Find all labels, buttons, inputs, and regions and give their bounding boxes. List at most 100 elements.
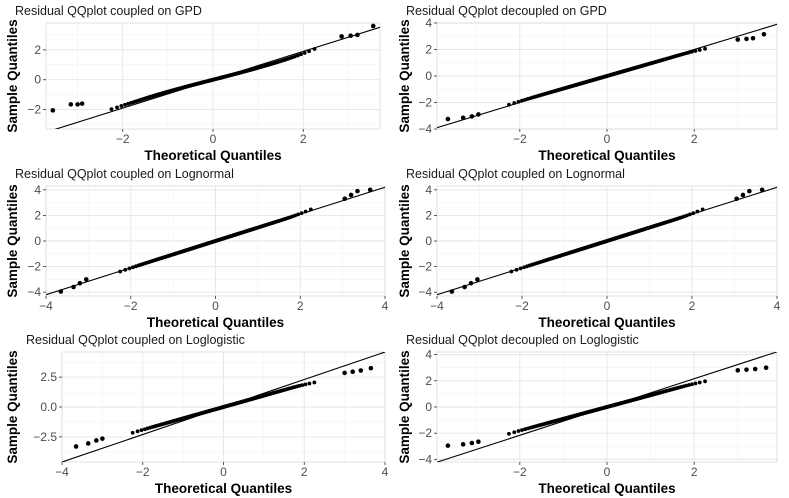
qq-point — [703, 379, 707, 384]
x-tick-label: 0 — [212, 299, 219, 313]
qq-point — [127, 266, 132, 271]
qq-tail-point — [469, 114, 475, 119]
y-tick-label: −2 — [418, 96, 432, 110]
x-tick-label: −2 — [116, 132, 130, 146]
qq-tail-point — [475, 277, 480, 282]
x-tick-label: −4 — [39, 299, 53, 313]
qq-point — [687, 50, 691, 55]
y-tick-label: 4 — [425, 183, 432, 197]
qq-point — [690, 49, 694, 54]
panel-title: Residual QQplot decoupled on GPD — [406, 4, 607, 18]
qq-point — [695, 209, 700, 214]
qq-tail-point — [468, 280, 474, 286]
x-axis-title: Theoretical Quantiles — [144, 148, 281, 163]
qq-point — [700, 207, 705, 212]
qq-tail-point — [735, 37, 741, 42]
qq-point — [687, 383, 691, 387]
qq-point — [512, 101, 517, 105]
qq-tail-point — [370, 23, 376, 29]
panel-title: Residual QQplot decoupled on Loglogistic — [406, 333, 639, 347]
qq-tail-point — [100, 436, 105, 441]
qq-tail-point — [476, 439, 481, 445]
qq-tail-point — [71, 284, 76, 290]
x-tick-label: 2 — [300, 132, 307, 146]
qq-tail-point — [750, 35, 756, 41]
y-tick-label: −2 — [27, 260, 41, 274]
qq-point — [690, 382, 694, 387]
x-axis-title: Theoretical Quantiles — [538, 481, 675, 496]
x-tick-label: 0 — [604, 132, 611, 146]
qq-tail-point — [735, 368, 741, 373]
qq-point — [687, 212, 692, 217]
qq-point — [299, 52, 303, 57]
x-tick-label: −4 — [55, 465, 69, 479]
y-tick-label: 4 — [425, 348, 432, 362]
qq-tail-point — [469, 440, 475, 446]
x-axis-title: Theoretical Quantiles — [155, 481, 292, 496]
qq-point — [293, 213, 298, 218]
qq-point — [308, 207, 313, 212]
qq-point — [139, 428, 144, 433]
qq-tail-point — [85, 441, 91, 446]
y-tick-label: −4 — [418, 122, 432, 136]
qq-point — [518, 266, 523, 271]
qq-point — [691, 211, 696, 216]
qq-point — [514, 267, 519, 272]
y-axis-title: Sample Quantiles — [5, 19, 20, 132]
qq-panel-5: −4 −2 0 2 4 −2.5 0.0 2.5 Residual QQplot coupled… — [5, 333, 389, 496]
x-tick-label: 0 — [604, 465, 611, 479]
qq-tail-point — [350, 369, 356, 375]
x-tick-label: 0 — [210, 132, 217, 146]
panel-title: Residual QQplot coupled on Lognormal — [406, 167, 625, 181]
qq-tail-point — [79, 101, 85, 106]
qq-point — [697, 48, 702, 52]
qq-tail-point — [348, 192, 354, 198]
y-tick-label: 2 — [425, 208, 432, 222]
x-tick-label: 4 — [774, 299, 781, 313]
qq-tail-point — [460, 442, 466, 447]
qq-point — [135, 429, 140, 434]
x-tick-label: −2 — [136, 465, 150, 479]
qq-tail-point — [449, 289, 455, 294]
x-tick-label: −4 — [430, 299, 444, 313]
qq-point — [507, 431, 511, 436]
qq-point — [303, 382, 308, 387]
x-tick-label: 0 — [220, 465, 227, 479]
panel-title: Residual QQplot coupled on Loglogistic — [26, 333, 245, 347]
qq-point — [509, 269, 514, 274]
x-tick-label: 2 — [297, 299, 304, 313]
qq-tail-point — [355, 188, 360, 194]
x-tick-label: 2 — [691, 132, 698, 146]
qq-tail-point — [445, 443, 451, 448]
qq-tail-point — [342, 370, 347, 376]
y-tick-label: 4 — [34, 183, 41, 197]
y-tick-label: −2 — [418, 260, 432, 274]
qq-point — [109, 107, 114, 112]
qq-point — [522, 265, 527, 270]
qq-point — [307, 381, 312, 386]
qq-tail-point — [476, 112, 481, 117]
qq-tail-point — [355, 32, 360, 38]
qq-point — [296, 212, 301, 217]
y-tick-label: −4 — [418, 285, 432, 299]
y-axis-title: Sample Quantiles — [5, 184, 20, 297]
qq-tail-point — [73, 444, 79, 449]
x-tick-label: −2 — [513, 132, 527, 146]
qq-point — [115, 105, 119, 110]
y-tick-label: 2 — [425, 43, 432, 57]
y-tick-label: 4 — [425, 16, 432, 30]
y-tick-label: 0 — [425, 234, 432, 248]
y-tick-label: 2 — [34, 43, 41, 57]
y-tick-label: 0 — [425, 69, 432, 83]
y-axis-title: Sample Quantiles — [397, 19, 412, 132]
qq-point — [520, 98, 524, 103]
qq-point — [312, 47, 317, 51]
qq-tail-point — [445, 116, 451, 122]
x-axis-title: Theoretical Quantiles — [147, 315, 284, 330]
x-tick-label: 2 — [689, 299, 696, 313]
qq-tail-point — [348, 33, 353, 38]
qq-point — [130, 430, 135, 435]
qq-point — [300, 383, 305, 388]
